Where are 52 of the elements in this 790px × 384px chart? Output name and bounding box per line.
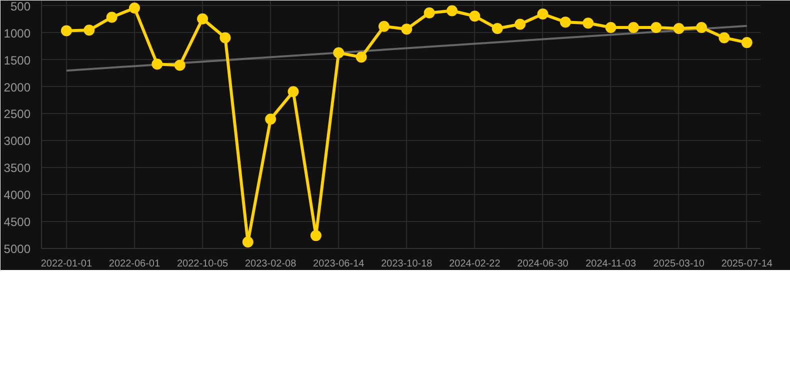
point [446, 5, 458, 16]
point [197, 13, 208, 24]
x-tick-label: 2024-02-22 [449, 258, 501, 270]
point [152, 58, 163, 70]
x-tick-label: 2022-06-01 [108, 258, 161, 270]
point [401, 24, 412, 35]
y-tick-label: 1500 [4, 53, 31, 68]
x-tick-label: 2025-03-10 [653, 258, 705, 270]
y-tick-label: 5000 [4, 242, 31, 256]
y-tick-label: 4500 [4, 215, 31, 230]
point [106, 12, 118, 23]
y-tick-label: 3500 [4, 161, 31, 176]
point [84, 24, 95, 36]
x-tick-label: 2024-06-30 [517, 258, 569, 270]
point [582, 18, 594, 29]
y-tick-label: 2000 [4, 80, 31, 94]
point [741, 37, 752, 48]
point [288, 86, 299, 98]
x-tick-label: 2023-10-18 [381, 258, 433, 270]
point [560, 16, 571, 28]
point [514, 18, 526, 30]
x-tick-label: 2022-10-05 [176, 258, 229, 270]
x-tick-label: 2024-11-03 [586, 258, 636, 270]
point [718, 32, 730, 44]
y-tick-label: 500 [10, 0, 31, 14]
y-tick-label: 3000 [4, 134, 31, 148]
point [310, 230, 322, 242]
point [537, 8, 548, 20]
y-tick-label: 2500 [4, 107, 31, 122]
point [174, 60, 186, 71]
point [424, 7, 435, 18]
point [673, 23, 684, 34]
y-tick-label: 1000 [4, 26, 31, 40]
x-tick-label: 2022-01-01 [40, 258, 92, 270]
x-tick-label: 2023-06-14 [313, 258, 365, 270]
y-tick-label: 4000 [4, 188, 31, 202]
point [265, 114, 276, 125]
point [492, 23, 503, 34]
point [378, 20, 390, 32]
point [242, 236, 254, 248]
point [356, 52, 367, 63]
x-tick-label: 2025-07-14 [721, 258, 773, 270]
point [605, 22, 616, 33]
x-tick-label: 2023-02-08 [245, 258, 297, 270]
point [128, 2, 140, 14]
point [220, 32, 231, 44]
point [60, 25, 72, 36]
point [696, 22, 708, 33]
point [469, 10, 480, 22]
point [333, 47, 344, 58]
point [650, 22, 662, 33]
point [628, 22, 639, 33]
